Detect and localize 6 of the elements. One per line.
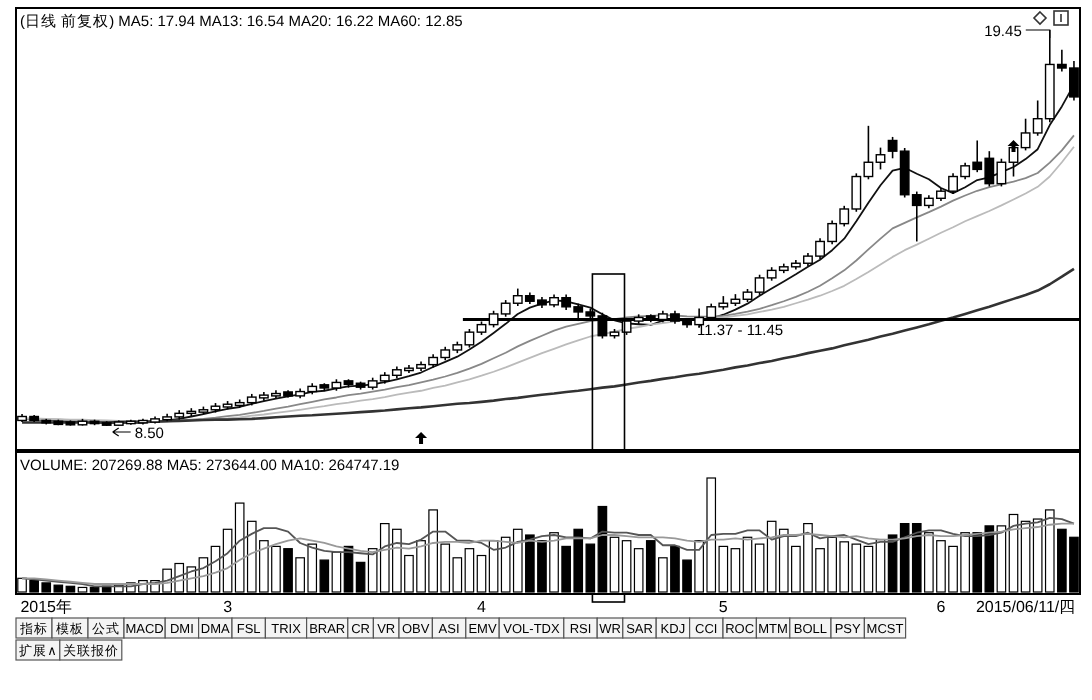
x-tick-label: 2015/06/11/四 xyxy=(975,598,1076,616)
x-tick-label: 5 xyxy=(718,598,729,616)
x-tick-label: 4 xyxy=(477,598,488,616)
x-tick-label: 6 xyxy=(936,598,947,616)
x-tick-label: 3 xyxy=(223,598,234,616)
x-tick-label: 2015年 xyxy=(20,598,73,616)
